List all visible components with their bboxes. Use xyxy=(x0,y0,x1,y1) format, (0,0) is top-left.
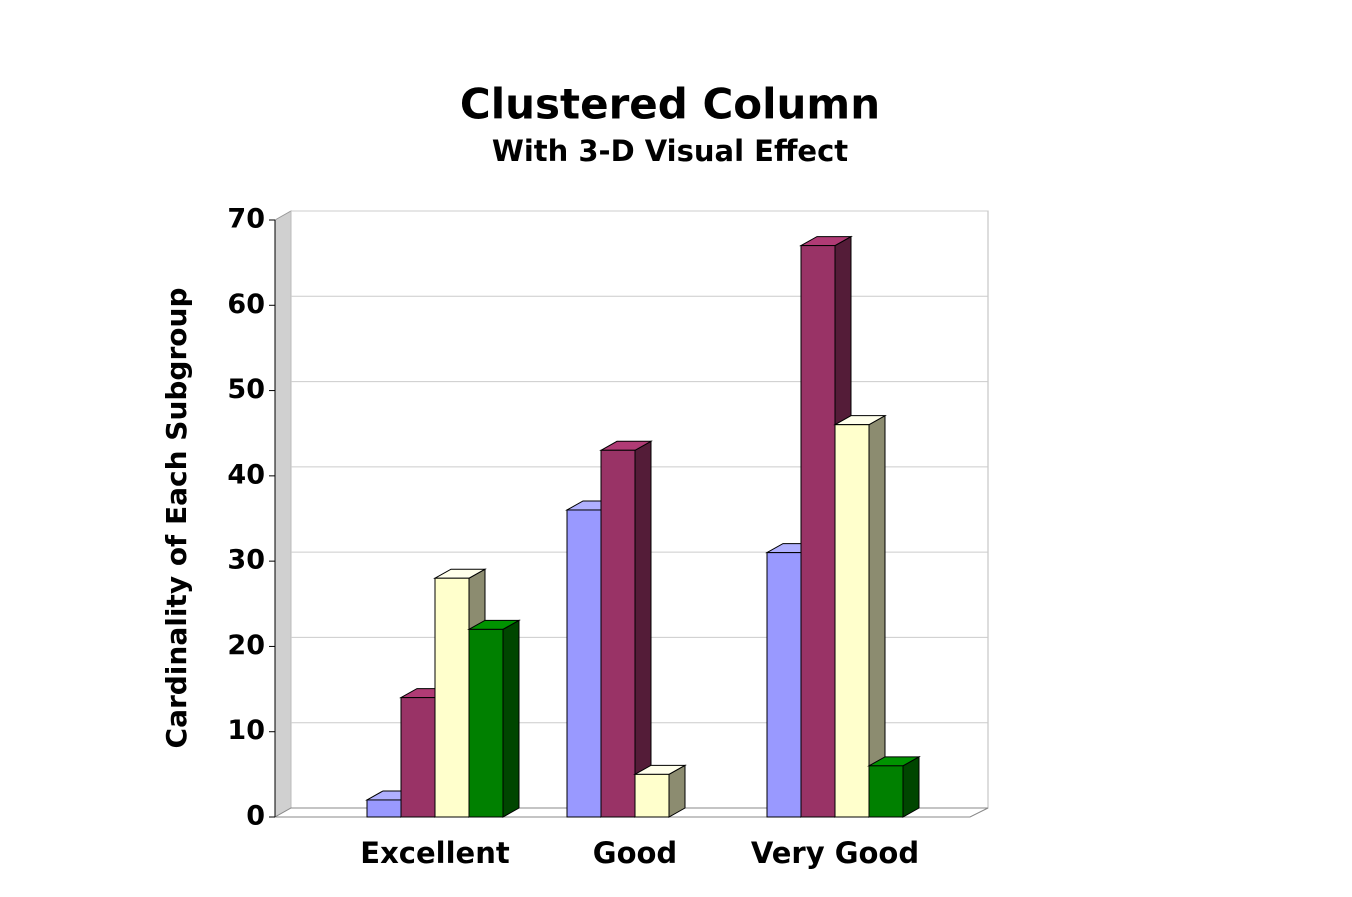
bar xyxy=(633,764,687,818)
bar xyxy=(867,755,921,818)
bar-front xyxy=(834,424,870,818)
y-tick-label: 10 xyxy=(227,715,265,746)
bar-front xyxy=(468,628,504,818)
bar-side xyxy=(634,440,652,818)
bar xyxy=(599,440,653,818)
y-tick-label: 50 xyxy=(227,374,265,405)
x-tick-label: Very Good xyxy=(751,836,919,870)
y-tick-label: 30 xyxy=(227,545,265,576)
bar-front xyxy=(600,449,636,818)
x-tick-label: Excellent xyxy=(360,836,510,870)
y-tick-label: 70 xyxy=(227,204,265,235)
bar-front xyxy=(634,773,670,818)
bar xyxy=(833,414,887,818)
bar-side xyxy=(868,414,886,818)
bar-front xyxy=(434,577,470,818)
y-tick-label: 0 xyxy=(246,801,265,832)
bar-front xyxy=(766,552,802,818)
bar-front xyxy=(366,799,402,818)
y-tick-label: 40 xyxy=(227,459,265,490)
chart-subtitle: With 3-D Visual Effect xyxy=(492,134,848,168)
bar-side xyxy=(502,619,520,818)
bar-front xyxy=(566,509,602,818)
y-tick-label: 60 xyxy=(227,289,265,320)
side-wall xyxy=(274,210,292,818)
bar-side xyxy=(902,755,920,818)
chart-title: Clustered Column xyxy=(460,80,880,129)
y-tick-label: 20 xyxy=(227,630,265,661)
bar xyxy=(467,619,521,818)
x-tick-label: Good xyxy=(593,836,677,870)
bar-front xyxy=(800,245,836,818)
y-axis-label: Cardinality of Each Subgroup xyxy=(160,288,193,749)
bar-front xyxy=(400,697,436,818)
bar-front xyxy=(868,765,904,818)
